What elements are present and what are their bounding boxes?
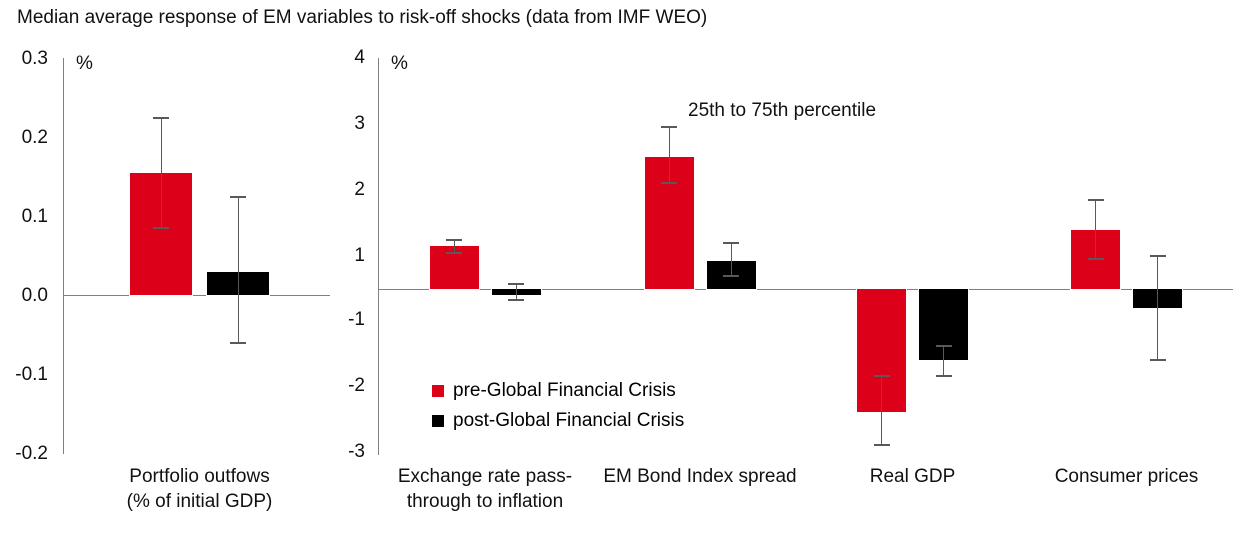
zero-baseline [63,295,330,296]
y-tick-label: 0.3 [21,47,48,69]
error-bar-stem [515,284,517,300]
legend: pre-Global Financial Crisis post-Global F… [432,376,684,436]
error-bar-cap [723,241,739,244]
y-tick-label: 4 [354,47,365,68]
error-bar-cap [661,126,677,129]
category-label-line: Portfolio outfows [129,466,270,487]
error-bar-cap [935,375,952,378]
category-label: Exchange rate pass-through to inflation [355,464,615,514]
legend-swatch-icon [432,385,444,397]
category-label-line: Consumer prices [1054,466,1199,487]
error-bar-stem [160,117,162,229]
error-bar-cap [1087,258,1104,261]
error-bar-cap [723,274,739,277]
error-bar-stem [668,127,670,184]
percentile-note: 25th to 75th percentile [688,100,877,121]
error-bar-cap [508,283,524,286]
error-bar-cap [935,345,952,348]
y-tick-label: 3 [354,113,365,134]
error-bar-stem [1157,256,1158,360]
y-axis-line [63,58,64,454]
legend-swatch-icon [432,415,444,427]
y-tick-label: 0.1 [21,205,48,227]
error-bar-cap [153,227,169,230]
y-tick-label: -2 [348,375,365,396]
error-bar-cap [661,182,677,185]
error-bar-stem [1095,199,1096,260]
y-axis-line [378,58,379,455]
y-tick-label: -3 [348,441,365,462]
legend-label: pre-Global Financial Crisis [453,380,676,401]
legend-item: pre-Global Financial Crisis [432,376,684,406]
y-tick-label: 0.2 [21,126,48,148]
error-bar-cap [446,251,462,254]
error-bar-cap [1149,358,1166,361]
y-tick-label: 2 [354,179,365,200]
right-y-axis-unit-label: % [391,53,408,74]
error-bar-cap [873,444,890,447]
error-bar-cap [446,238,462,241]
error-bar-stem [730,242,732,276]
error-bar-stem [237,196,239,343]
error-bar-cap [1149,255,1166,257]
y-tick-label: 1 [354,245,365,266]
chart-title: Median average response of EM variables … [17,7,708,28]
y-tick-label: 0.0 [21,284,48,306]
category-label-line: Real GDP [869,466,956,487]
category-label-line: EM Bond Index spread [603,466,797,487]
error-bar-cap [230,341,246,344]
category-label: Real GDP [783,464,1043,489]
legend-item: post-Global Financial Crisis [432,406,684,436]
category-label: EM Bond Index spread [570,464,830,489]
error-bar-cap [873,375,890,378]
left-y-axis-unit-label: % [76,53,93,74]
y-tick-label: -0.1 [15,363,48,385]
error-bar-cap [1087,198,1104,201]
error-bar-cap [508,298,524,301]
category-label-line: through to inflation [406,491,564,512]
category-label-line: Exchange rate pass- [397,466,573,487]
error-bar-stem [943,346,944,377]
error-bar-stem [453,239,455,253]
category-label: Consumer prices [997,464,1254,489]
category-label: Portfolio outfows (% of initial GDP) [80,464,320,514]
y-tick-label: -0.2 [15,442,48,464]
error-bar-stem [881,376,882,446]
error-bar-cap [230,195,246,198]
zero-baseline [378,288,1233,290]
error-bar-cap [153,116,169,119]
legend-label: post-Global Financial Crisis [453,410,685,431]
y-tick-label: -1 [348,309,365,330]
category-label-line: (% of initial GDP) [126,491,273,512]
